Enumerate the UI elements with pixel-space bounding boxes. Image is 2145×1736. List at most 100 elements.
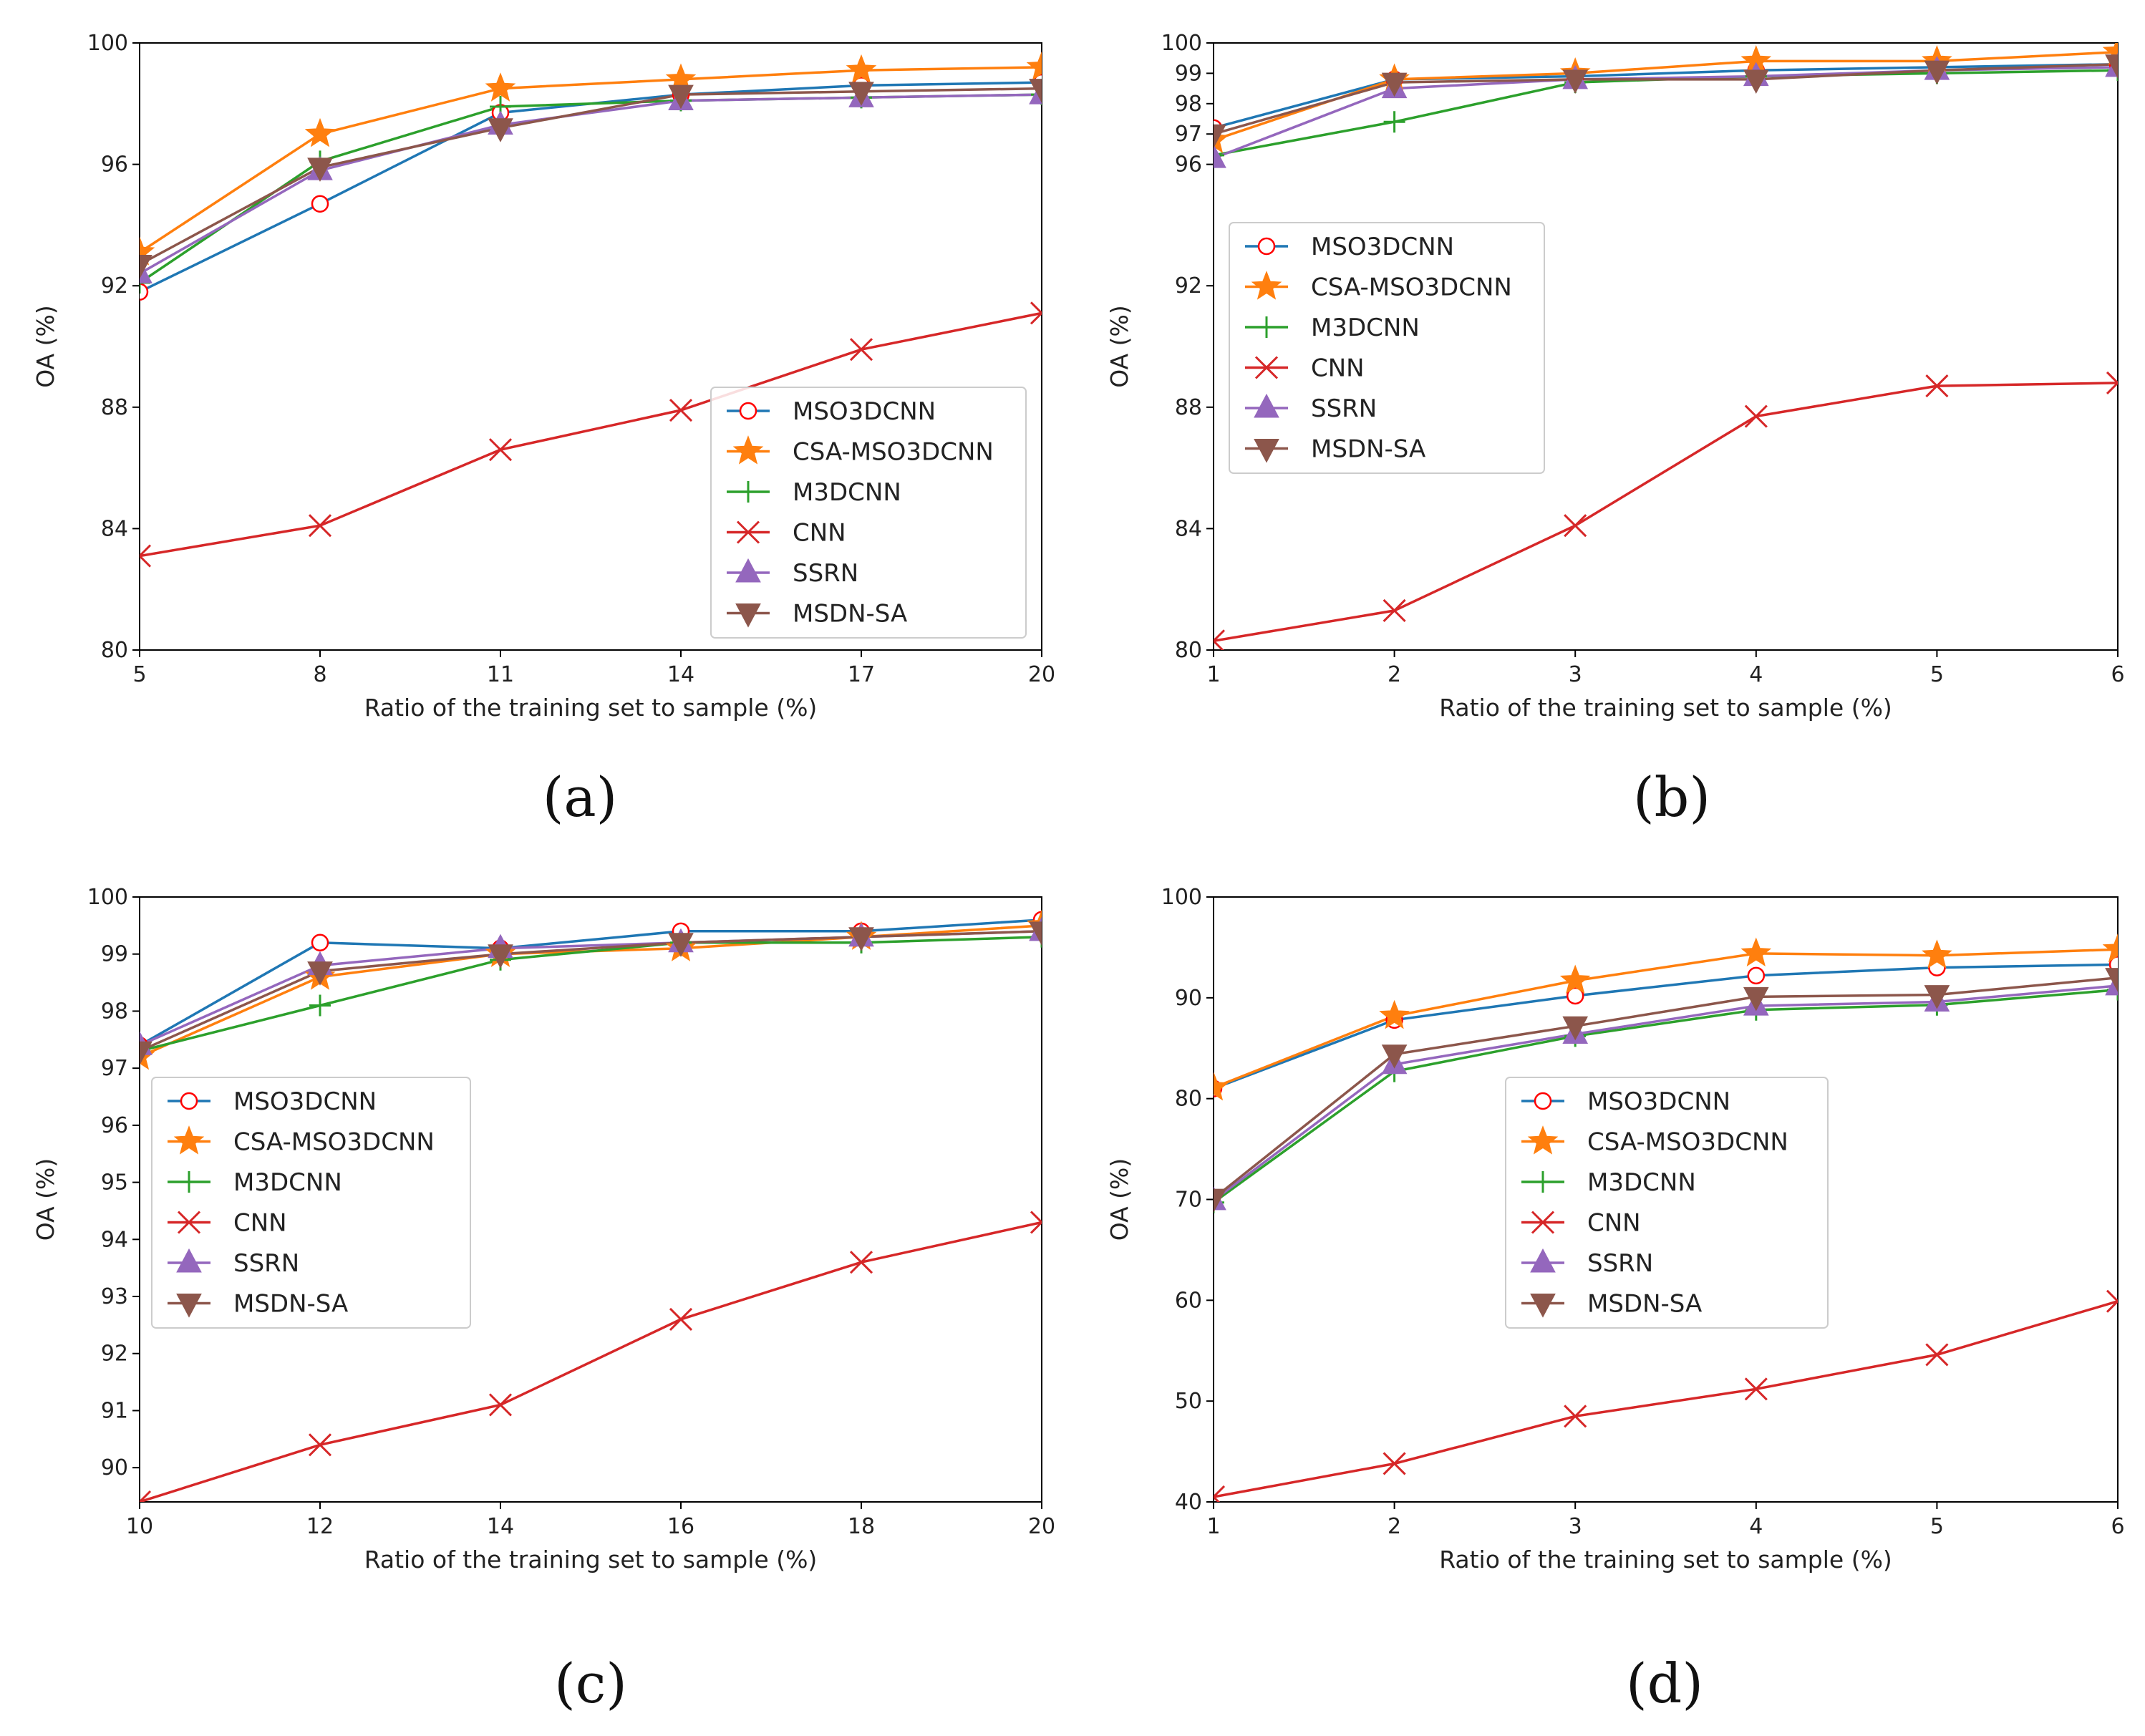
panel-b-ytick-label-98: 98	[1175, 92, 1202, 117]
panel-d-legend-marker-mso3dcnn	[1534, 1092, 1552, 1110]
panel-b-legend-marker-cnn	[1254, 356, 1279, 379]
panel-a-sublabel: (a)	[543, 765, 618, 829]
panel-c-legend-marker-cnn	[177, 1211, 201, 1234]
panel-d-legend-label-mso3dcnn: MSO3DCNN	[1587, 1087, 1730, 1116]
panel-b-point-ssrn-0	[1214, 144, 1226, 168]
panel-c-legend-marker-ssrn	[176, 1248, 202, 1273]
panel-b-point-cnn-2	[1564, 514, 1587, 538]
panel-d-point-cnn-5	[2106, 1289, 2118, 1313]
panel-a-point-msdn-sa-5	[1029, 79, 1042, 103]
panel-d-data	[1214, 933, 2118, 1502]
panel-d-point-msdn-sa-3	[1743, 986, 1769, 1012]
panel-c-line-m3dcnn	[140, 936, 1042, 1052]
panel-a-legend-marker-m3dcnn	[737, 481, 759, 503]
panel-d-xtick-label-6: 6	[2111, 1514, 2124, 1539]
panel-d-line-mso3dcnn	[1214, 963, 2118, 1090]
panel-a-point-msdn-sa-4	[848, 82, 874, 106]
panel-b-legend-marker-csa-mso3dcnn	[1251, 271, 1282, 300]
panel-d-point-msdn-sa-0	[1214, 1188, 1226, 1213]
panel-b-ytick-label-99: 99	[1175, 61, 1202, 86]
panel-c-legend-label-m3dcnn: M3DCNN	[233, 1168, 342, 1197]
panel-d-legend-label-csa-mso3dcnn: CSA-MSO3DCNN	[1587, 1128, 1788, 1157]
panel-a-point-csa-mso3dcnn-4	[846, 54, 877, 84]
panel-c-line-mso3dcnn	[140, 918, 1042, 1047]
panel-a-xtick-label-14: 14	[667, 662, 694, 687]
panel-b-data	[1214, 43, 2118, 650]
panel-a-point-mso3dcnn-1	[311, 195, 329, 213]
panel-d-point-csa-mso3dcnn-1	[1379, 999, 1410, 1029]
panel-a-legend-label-mso3dcnn: MSO3DCNN	[793, 397, 936, 426]
panel-a-point-cnn-4	[849, 338, 873, 362]
panel-b-point-cnn-3	[1744, 404, 1768, 428]
panel-b-point-cnn-5	[2106, 371, 2118, 394]
panel-c-point-msdn-sa-0	[140, 1041, 152, 1066]
panel-a-ytick-label-96: 96	[101, 152, 128, 178]
panel-d-xtick-label-5: 5	[1930, 1514, 1944, 1539]
panel-d-legend-box	[1505, 1077, 1829, 1329]
panel-b-legend-label-csa-mso3dcnn: CSA-MSO3DCNN	[1311, 273, 1512, 302]
panel-b-legend-label-ssrn: SSRN	[1311, 394, 1377, 423]
panel-b-point-msdn-sa-2	[1562, 69, 1589, 94]
panel-b-legend-marker-ssrn	[1254, 393, 1279, 418]
panel-d-line-csa-mso3dcnn	[1214, 948, 2118, 1089]
panel-a-ytick-label-80: 80	[101, 638, 128, 663]
panel-c-legend-marker-msdn-sa	[176, 1294, 202, 1318]
panel-a-legend-marker-msdn-sa	[735, 603, 761, 628]
panel-b-xtick-label-1: 1	[1206, 662, 1220, 687]
panel-d-legend-marker-ssrn	[1530, 1248, 1556, 1273]
panel-a-point-mso3dcnn-0	[140, 283, 149, 301]
panel-b-ytick-label-84: 84	[1175, 516, 1202, 541]
panel-c-legend-label-mso3dcnn: MSO3DCNN	[233, 1087, 377, 1116]
panel-c-xlabel: Ratio of the training set to sample (%)	[364, 1546, 818, 1573]
panel-d-point-csa-mso3dcnn-5	[2102, 933, 2118, 963]
panel-c-data	[140, 909, 1042, 1502]
panel-d-ytick-label-100: 100	[1161, 885, 1202, 910]
panel-d-line-m3dcnn	[1214, 988, 2118, 1204]
panel-c-ytick-label-92: 92	[101, 1342, 128, 1367]
panel-b-ytick-label-96: 96	[1175, 152, 1202, 178]
panel-c-xtick-label-16: 16	[667, 1514, 694, 1539]
panel-d: 1 2 3 4 5 6 40 50 60 70 80 90 100 Ratio of the traini…	[1105, 885, 2125, 1715]
panel-c-point-cnn-2	[488, 1393, 513, 1417]
panel-b-line-mso3dcnn	[1214, 62, 2118, 130]
panel-c-ytick-label-96: 96	[101, 1113, 128, 1138]
panel-a-line-msdn-sa	[140, 87, 1042, 266]
panel-c-point-m3dcnn-1	[309, 994, 331, 1017]
panel-c-legend-marker-csa-mso3dcnn	[173, 1125, 205, 1155]
panel-a-line-cnn	[140, 311, 1042, 558]
panel-c-legend-box	[151, 1077, 471, 1329]
panel-c-point-cnn-3	[669, 1307, 693, 1331]
panel-b-point-msdn-sa-0	[1214, 124, 1226, 149]
panel-c-xtick-label-20: 20	[1028, 1514, 1055, 1539]
panel-d-line-cnn	[1214, 1300, 2118, 1498]
panel-d-ytick-label-70: 70	[1175, 1188, 1202, 1213]
panel-d-ytick-label-50: 50	[1175, 1389, 1202, 1414]
panel-c-line-cnn	[140, 1221, 1042, 1502]
panel-b-point-msdn-sa-4	[1924, 60, 1950, 85]
panel-c-legend-label-cnn: CNN	[233, 1209, 287, 1238]
panel-d-legend-marker-msdn-sa	[1530, 1294, 1556, 1318]
panel-d-ytick-label-80: 80	[1175, 1087, 1202, 1112]
panel-d-xtick-label-2: 2	[1388, 1514, 1401, 1539]
panel-c-xtick-label-18: 18	[848, 1514, 875, 1539]
panel-a-point-cnn-5	[1030, 301, 1042, 325]
panel-c-ytick-label-97: 97	[101, 1056, 128, 1081]
panel-b-point-msdn-sa-1	[1381, 72, 1408, 97]
panel-b-line-cnn	[1214, 382, 2118, 643]
panel-c-xtick-label-12: 12	[306, 1514, 334, 1539]
panel-c-point-msdn-sa-4	[848, 927, 874, 951]
panel-b-ytick-label-80: 80	[1175, 638, 1202, 663]
panel-a-point-cnn-3	[669, 398, 693, 422]
panel-d-legend: MSO3DCNN CSA-MSO3DCNN M3DCNN CNN SSRN MSDN-SA	[1505, 1077, 1829, 1329]
panel-a-ylabel: OA (%)	[32, 305, 59, 388]
panel-a-point-msdn-sa-2	[488, 118, 513, 142]
panel-a-ytick-label-88: 88	[101, 395, 128, 420]
panel-d-point-mso3dcnn-2	[1566, 986, 1584, 1005]
panel-a-legend-label-m3dcnn: M3DCNN	[793, 478, 901, 507]
panel-c-legend-label-msdn-sa: MSDN-SA	[233, 1290, 348, 1319]
panel-a-legend-marker-csa-mso3dcnn	[732, 435, 764, 465]
panel-b-xtick-label-5: 5	[1930, 662, 1944, 687]
panel-c-xtick-label-10: 10	[126, 1514, 153, 1539]
panel-c-ytick-label-93: 93	[101, 1284, 128, 1309]
